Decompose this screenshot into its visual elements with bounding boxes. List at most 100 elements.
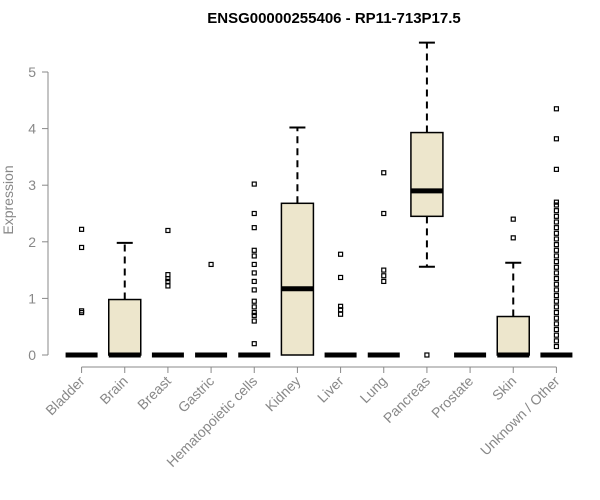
box-iqr	[280, 202, 315, 356]
outlier-point	[251, 309, 257, 316]
outlier-point	[78, 309, 85, 316]
outlier-point	[381, 210, 387, 217]
outlier-point	[553, 136, 560, 142]
outlier-point	[251, 253, 257, 259]
boxes-group	[65, 41, 573, 358]
box-kidney	[280, 126, 315, 356]
outlier-point	[553, 338, 560, 344]
x-tick-label: Prostate	[428, 373, 476, 421]
x-tick-label: Unknown / Other	[477, 373, 563, 459]
box-iqr	[410, 131, 444, 218]
outlier-point	[424, 352, 430, 358]
outlier-point	[251, 341, 257, 347]
outlier-point	[337, 311, 344, 317]
outlier-point	[553, 321, 560, 327]
outlier-point	[251, 278, 257, 285]
outlier-point	[208, 261, 214, 268]
outlier-point	[553, 236, 560, 242]
y-axis: 0 1 2 3 4 5	[28, 64, 49, 363]
outlier-point	[337, 274, 344, 281]
box-skin	[496, 216, 530, 358]
y-tick-label: 5	[28, 64, 36, 80]
outlier-point	[251, 298, 257, 304]
outlier-point	[553, 315, 560, 321]
outlier-point	[553, 230, 560, 236]
box-bladder	[65, 226, 98, 358]
outlier-point	[553, 208, 560, 214]
outlier-point	[251, 247, 257, 253]
outlier-point	[553, 275, 560, 282]
box-iqr	[108, 298, 142, 356]
outlier-point	[510, 235, 516, 241]
box-hematopoietic-cells	[238, 181, 271, 358]
x-tick-label: Bladder	[42, 373, 88, 419]
outlier-point	[337, 251, 344, 257]
box-lung	[367, 170, 400, 358]
outlier-point	[553, 253, 560, 259]
outlier-point	[251, 181, 257, 187]
y-tick-label: 4	[28, 121, 36, 137]
outlier-point	[165, 275, 171, 282]
outlier-point	[553, 219, 560, 225]
x-tick-label: Lung	[357, 373, 390, 406]
x-tick-label: Liver	[314, 373, 347, 406]
outlier-point	[78, 226, 85, 232]
outlier-point	[251, 312, 257, 318]
outlier-point	[553, 281, 560, 287]
y-axis-label: Expression	[0, 165, 16, 234]
box-breast	[151, 227, 184, 358]
outlier-point	[553, 106, 560, 112]
outlier-point	[337, 303, 344, 309]
y-tick-label: 3	[28, 177, 36, 193]
outlier-point	[553, 242, 560, 248]
outlier-point	[553, 332, 560, 338]
outlier-point	[553, 309, 560, 316]
y-tick-label: 1	[28, 290, 36, 306]
outlier-point	[553, 298, 560, 304]
x-tick-label: Breast	[134, 373, 174, 413]
outlier-point	[78, 244, 85, 251]
outlier-point	[553, 304, 560, 310]
outlier-point	[251, 210, 257, 217]
box-liver	[324, 251, 357, 358]
outlier-point	[165, 283, 171, 289]
outlier-point	[381, 273, 387, 279]
chart-title: ENSG00000255406 - RP11-713P17.5	[207, 10, 461, 27]
outlier-point	[553, 270, 560, 276]
outlier-point	[251, 225, 257, 231]
x-tick-label: Skin	[489, 373, 520, 404]
outlier-point	[553, 166, 560, 172]
box-unknown-other	[540, 106, 573, 358]
y-tick-label: 0	[28, 347, 36, 363]
outlier-point	[553, 247, 560, 253]
box-pancreas	[410, 41, 444, 358]
outlier-point	[251, 270, 257, 276]
outlier-point	[381, 267, 387, 273]
outlier-point	[251, 318, 257, 324]
outlier-point	[553, 264, 560, 270]
outlier-point	[553, 225, 560, 231]
outlier-point	[251, 304, 257, 310]
outlier-point	[553, 326, 560, 333]
outlier-point	[553, 213, 560, 219]
x-tick-label: Kidney	[262, 373, 304, 415]
outlier-point	[381, 170, 387, 176]
box-iqr	[496, 315, 530, 356]
outlier-point	[553, 343, 560, 350]
outlier-point	[553, 199, 560, 205]
outlier-point	[510, 216, 516, 222]
outlier-point	[553, 259, 560, 265]
y-tick-label: 2	[28, 234, 36, 250]
x-tick-label: Gastric	[175, 373, 218, 416]
outlier-point	[251, 261, 257, 268]
box-gastric	[195, 261, 228, 358]
outlier-point	[553, 202, 560, 208]
box-brain	[108, 241, 142, 358]
outlier-point	[165, 227, 171, 234]
x-tick-label: Pancreas	[380, 373, 433, 426]
outlier-point	[553, 287, 560, 293]
x-tick-label: Brain	[96, 373, 130, 407]
outlier-point	[381, 278, 387, 285]
